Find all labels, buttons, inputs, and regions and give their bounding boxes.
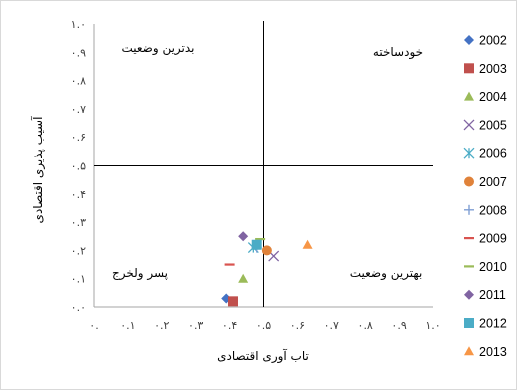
x-tick-label: ۰.۲ — [154, 319, 169, 332]
x-tick-label: ۰. — [89, 319, 98, 332]
y-axis-title: آسیب پذیری اقتصادی — [30, 116, 46, 224]
x-tick-label: ۰.۳ — [188, 319, 203, 332]
data-points — [221, 231, 313, 307]
legend-marker-2008 — [464, 204, 474, 215]
y-tick-label: ۰.۲ — [71, 244, 86, 257]
y-tick-label: ۰.۳ — [71, 216, 86, 229]
legend-label-2005: 2005 — [479, 118, 507, 132]
legend-marker-2006 — [463, 147, 475, 159]
legend-label-2003: 2003 — [479, 62, 507, 76]
x-tick-label: ۰.۹ — [391, 319, 406, 332]
legend-marker-2013 — [464, 346, 474, 356]
x-tick-label: ۰.۵ — [256, 319, 271, 332]
y-tick-label: ۰.۹ — [71, 46, 86, 59]
y-tick-label: ۰.۵ — [71, 160, 86, 173]
data-point-2007 — [261, 245, 272, 256]
data-point-2004 — [238, 273, 249, 283]
legend-marker-2012 — [464, 318, 474, 328]
quadrant-label-bottom-left: پسر ولخرج — [112, 266, 168, 281]
quadrant-label-bottom-right: بهترین وضعیت — [350, 266, 423, 281]
legend-label-2013: 2013 — [479, 345, 507, 359]
x-tick-label: ۰.۸ — [358, 319, 373, 332]
y-tick-label: ۰.۸ — [71, 75, 86, 88]
data-point-2012 — [251, 239, 262, 250]
legend-label-2010: 2010 — [479, 260, 507, 274]
legend-label-2004: 2004 — [479, 90, 507, 104]
y-tick-label: ۰.۴ — [71, 188, 86, 201]
x-tick-label: ۱.۰ — [425, 319, 440, 332]
quadrant-label-top-left: بدترین وضعیت — [121, 41, 194, 56]
tick-labels: ۰. ۰.۱ ۰.۲ ۰.۳ ۰.۴ ۰.۵ ۰.۶ ۰.۷ ۰.۸ ۰.۹ ۱.۰ ۰.۰ ۰.۱ ۰.… — [71, 18, 441, 332]
legend-label-2002: 2002 — [479, 34, 507, 48]
y-tick-label: ۰.۰ — [71, 301, 86, 314]
legend-marker-2005 — [463, 119, 475, 131]
data-point-2013 — [302, 239, 313, 249]
legend-label-2009: 2009 — [479, 232, 507, 246]
x-tick-label: ۰.۴ — [222, 319, 237, 332]
y-tick-label: ۰.۷ — [71, 103, 86, 116]
quadrant-label-top-right: خودساخته — [373, 45, 423, 60]
y-tick-label: ۰.۶ — [71, 131, 86, 144]
y-tick-label: ۰.۱ — [71, 273, 86, 286]
legend-marker-2011 — [464, 289, 474, 300]
legend-marker-2003 — [464, 63, 474, 74]
legend-label-2008: 2008 — [479, 203, 507, 217]
y-tick-label: ۱.۰ — [71, 18, 86, 31]
data-point-2011 — [238, 231, 249, 242]
x-tick-label: ۰.۷ — [324, 319, 339, 332]
x-axis-title: تاب آوری اقتصادی — [217, 348, 309, 364]
reference-lines — [94, 21, 433, 307]
x-tick-label: ۰.۱ — [120, 319, 135, 332]
legend-label-2012: 2012 — [479, 317, 507, 331]
data-point-2003 — [227, 296, 238, 307]
quadrant-labels: بدترین وضعیت خودساخته پسر ولخرج بهترین و… — [112, 41, 423, 281]
legend-marker-2004 — [464, 91, 474, 101]
legend: 2002 2003 2004 2005 2006 2007 2008 2009 2010 2011… — [463, 34, 507, 359]
legend-marker-2007 — [464, 176, 474, 187]
legend-label-2011: 2011 — [479, 288, 506, 302]
legend-marker-2002 — [464, 35, 474, 45]
legend-label-2007: 2007 — [479, 175, 507, 189]
legend-label-2006: 2006 — [479, 147, 507, 161]
x-tick-label: ۰.۶ — [290, 319, 305, 332]
